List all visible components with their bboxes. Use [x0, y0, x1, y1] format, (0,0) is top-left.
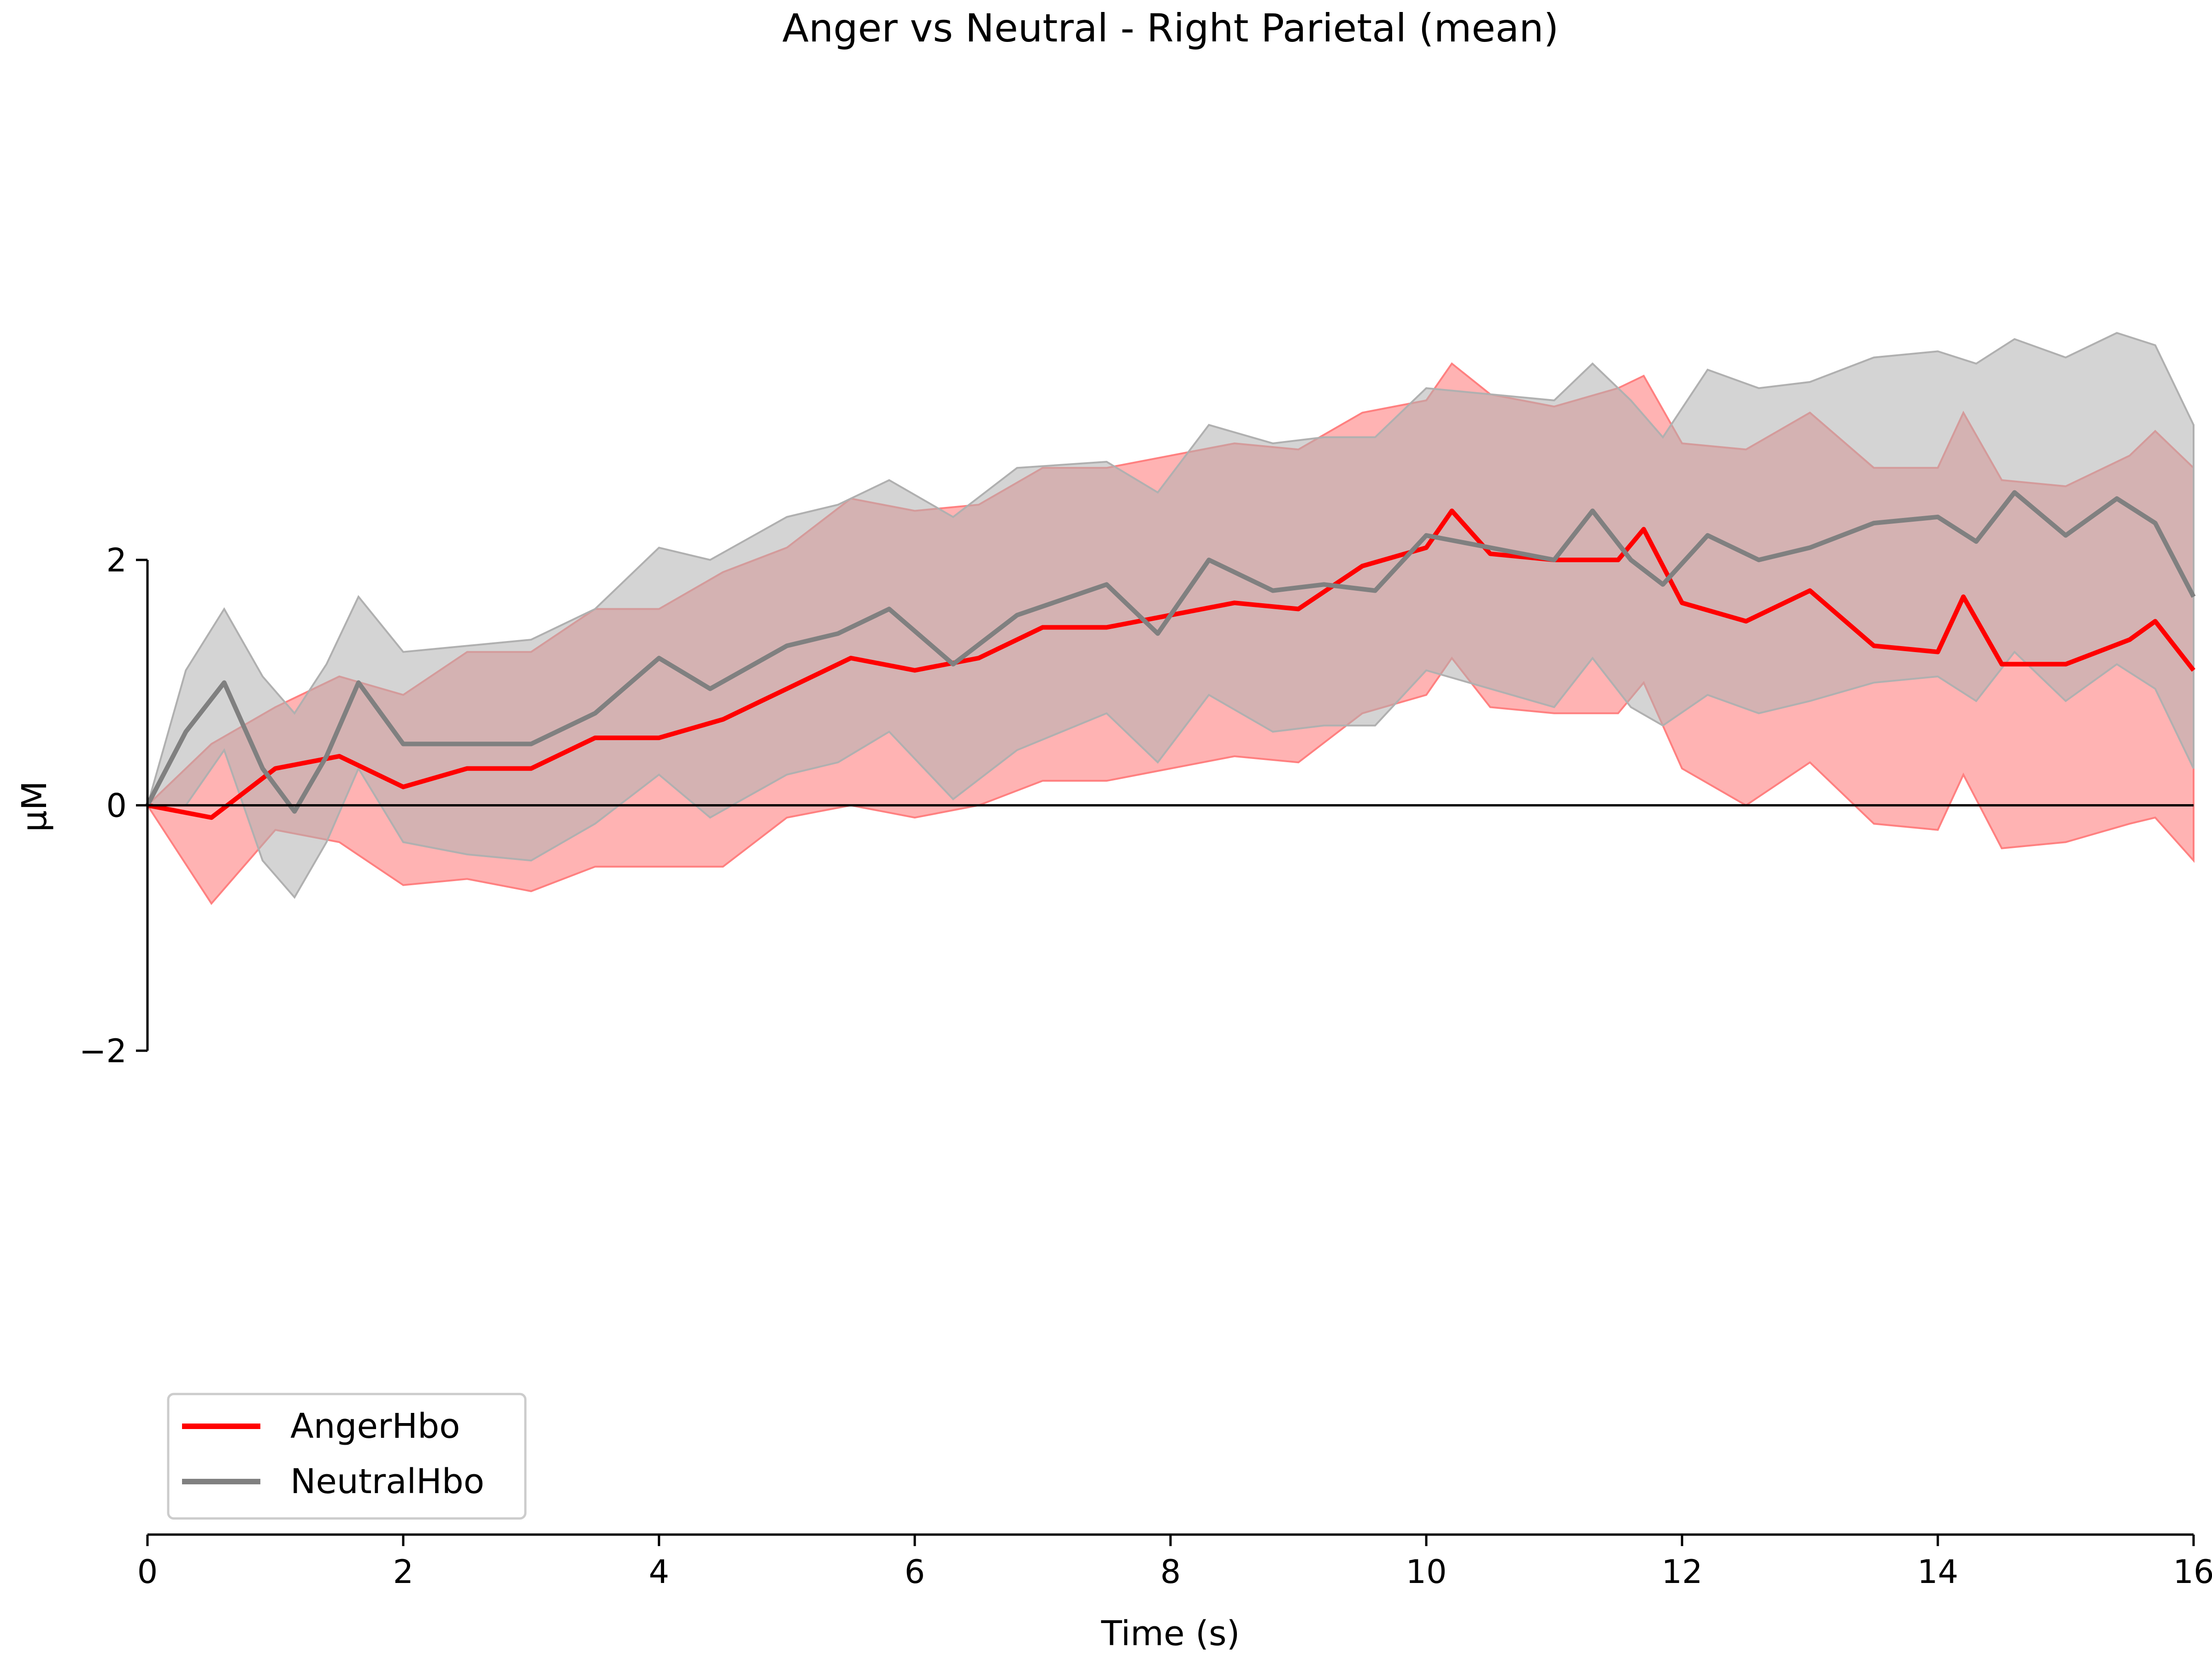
x-tick-label: 10 — [1406, 1553, 1447, 1591]
legend: AngerHbo NeutralHbo — [167, 1393, 527, 1520]
chart-title: Anger vs Neutral - Right Parietal (mean) — [782, 6, 1559, 51]
x-tick-label: 12 — [1661, 1553, 1702, 1591]
legend-label-angerhbo: AngerHbo — [290, 1406, 460, 1446]
y-tick-label: 2 — [106, 541, 127, 579]
x-tick-label: 16 — [2173, 1553, 2212, 1591]
x-tick-label: 6 — [905, 1553, 925, 1591]
y-tick-label: 0 — [106, 787, 127, 825]
y-tick-label: −2 — [79, 1032, 127, 1070]
y-axis: −2 0 2 — [79, 541, 149, 1070]
x-tick-label: 0 — [137, 1553, 158, 1591]
y-axis-label: μM — [15, 781, 54, 832]
line-neutralhbo — [145, 490, 2196, 814]
line-angerhbo — [147, 508, 2195, 820]
x-tick-label: 14 — [1917, 1553, 1958, 1591]
x-axis: 0 2 4 6 8 10 12 14 16 — [137, 1533, 2212, 1591]
x-axis-label: Time (s) — [1101, 1614, 1240, 1653]
series-lines — [145, 490, 2196, 820]
x-tick-label: 4 — [649, 1553, 670, 1591]
legend-label-neutralhbo: NeutralHbo — [290, 1462, 484, 1501]
x-tick-label: 8 — [1160, 1553, 1181, 1591]
x-tick-label: 2 — [393, 1553, 414, 1591]
